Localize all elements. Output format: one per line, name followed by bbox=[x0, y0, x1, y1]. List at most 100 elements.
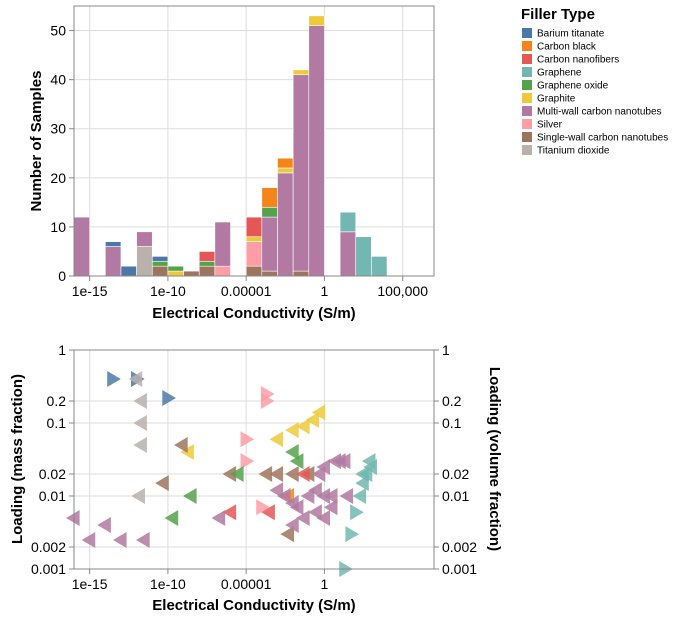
y-tick-label: 0 bbox=[58, 268, 66, 284]
histogram-bar-segment bbox=[167, 270, 184, 277]
legend-swatch bbox=[522, 119, 532, 129]
x-tick-label: 1e-10 bbox=[150, 283, 186, 299]
legend-swatch bbox=[522, 54, 532, 64]
scatter-point-volume-fraction bbox=[276, 488, 291, 504]
scatter-point-volume-fraction bbox=[261, 504, 275, 521]
histogram-bar-segment bbox=[261, 270, 278, 277]
y-tick-label: 50 bbox=[50, 23, 66, 39]
scatter-point-volume-fraction bbox=[308, 504, 322, 521]
histogram-bar-segment bbox=[339, 211, 357, 233]
scatter-point-volume-fraction bbox=[296, 466, 310, 483]
histogram-bar-segment bbox=[371, 256, 388, 277]
legend-item-label: Carbon black bbox=[537, 42, 597, 53]
legend-item-label: Titanium dioxide bbox=[537, 146, 610, 157]
legend-swatch bbox=[522, 80, 532, 90]
histogram-bar-segment bbox=[261, 187, 278, 208]
scatter-point-volume-fraction bbox=[305, 411, 320, 428]
scatter-point-mass-fraction bbox=[240, 453, 255, 470]
histogram-bar-segment bbox=[167, 265, 184, 272]
histogram-y-axis-title: Number of Samples bbox=[28, 71, 45, 212]
scatter-gridlines bbox=[74, 349, 434, 570]
scatter-point-volume-fraction bbox=[289, 453, 304, 470]
scatter-point-volume-fraction bbox=[269, 466, 284, 483]
scatter-point-volume-fraction bbox=[128, 371, 143, 388]
scatter-chart: 1e-15 1e-10 0.00001 1 0.001 0.002 0.01 0.02 0.1… bbox=[9, 342, 503, 614]
scatter-point-mass-fraction bbox=[260, 393, 275, 410]
histogram-chart: 1e-15 1e-10 0.00001 1 100,000 0 10 20 30 40 50 El… bbox=[28, 5, 435, 322]
scatter-point-volume-fraction bbox=[339, 488, 354, 504]
legend-swatch bbox=[522, 41, 532, 51]
y-left-tick-label: 0.01 bbox=[39, 488, 66, 504]
histogram-bar-segment bbox=[105, 241, 122, 247]
scatter-point-volume-fraction bbox=[296, 418, 310, 435]
scatter-point-volume-fraction bbox=[155, 475, 169, 492]
scatter-point-mass-fraction bbox=[350, 504, 364, 521]
legend-swatch bbox=[522, 28, 532, 38]
histogram-bar-segment bbox=[308, 15, 325, 26]
y-right-tick-label: 1 bbox=[442, 342, 450, 358]
scatter-point-volume-fraction bbox=[229, 466, 244, 483]
histogram-bar-segment bbox=[277, 172, 294, 277]
histogram-bar-segment bbox=[355, 236, 372, 277]
scatter-y-right-axis-title: Loading (volume fraction) bbox=[486, 367, 503, 551]
scatter-point-volume-fraction bbox=[131, 488, 145, 504]
y-left-tick-label: 0.02 bbox=[39, 466, 66, 482]
legend-item-label: Barium titanate bbox=[537, 29, 605, 40]
scatter-point-volume-fraction bbox=[361, 453, 376, 470]
y-right-tick-label: 0.2 bbox=[442, 393, 462, 409]
scatter-point-volume-fraction bbox=[136, 531, 150, 548]
y-right-tick-label: 0.01 bbox=[442, 488, 469, 504]
histogram-bar-segment bbox=[292, 74, 310, 272]
histogram-bar-segment bbox=[214, 221, 231, 267]
y-tick-label: 10 bbox=[50, 219, 66, 235]
scatter-plot-frame bbox=[73, 349, 435, 570]
legend-swatch bbox=[522, 132, 532, 142]
scatter-point-volume-fraction bbox=[300, 488, 315, 504]
histogram-y-tick-labels: 0 10 20 30 40 50 bbox=[50, 23, 74, 284]
scatter-point-volume-fraction bbox=[352, 488, 367, 504]
legend-item-label: Carbon nanofibers bbox=[537, 55, 619, 66]
histogram-plot-frame bbox=[73, 5, 435, 277]
histogram-bar-segment bbox=[136, 246, 153, 277]
y-left-tick-label: 0.002 bbox=[31, 539, 66, 555]
scatter-point-volume-fraction bbox=[285, 466, 299, 483]
scatter-point-mass-fraction bbox=[240, 431, 255, 448]
legend-swatch bbox=[522, 106, 532, 116]
y-left-tick-label: 0.1 bbox=[47, 415, 67, 431]
x-tick-label: 1e-15 bbox=[72, 576, 108, 592]
scatter-point-volume-fraction bbox=[66, 509, 80, 526]
histogram-bar-segment bbox=[198, 251, 216, 262]
scatter-point-volume-fraction bbox=[280, 526, 295, 543]
histogram-bar-segment bbox=[277, 167, 294, 174]
legend-item-label: Graphene bbox=[537, 68, 582, 79]
scatter-y-left-tick-labels: 0.001 0.002 0.01 0.02 0.1 0.2 1 bbox=[31, 342, 74, 577]
histogram-bar-segment bbox=[151, 260, 169, 267]
histogram-bar-segment bbox=[105, 246, 122, 277]
x-tick-label: 1e-10 bbox=[150, 576, 186, 592]
y-left-tick-label: 0.001 bbox=[31, 561, 66, 577]
scatter-point-volume-fraction bbox=[323, 488, 338, 504]
x-tick-label: 1 bbox=[321, 283, 329, 299]
scatter-point-volume-fraction bbox=[296, 509, 310, 526]
scatter-point-volume-fraction bbox=[269, 482, 284, 499]
histogram-bars bbox=[73, 15, 388, 277]
histogram-bar-segment bbox=[292, 270, 310, 277]
legend-item-label: Graphite bbox=[537, 94, 576, 105]
histogram-x-tick-labels: 1e-15 1e-10 0.00001 1 100,000 bbox=[72, 276, 428, 299]
scatter-point-volume-fraction bbox=[81, 531, 96, 548]
scatter-point-volume-fraction bbox=[222, 504, 237, 521]
scatter-point-volume-fraction bbox=[323, 499, 338, 516]
histogram-bar-segment bbox=[214, 265, 231, 277]
histogram-bar-segment bbox=[198, 265, 216, 277]
scatter-points bbox=[66, 371, 377, 577]
legend-swatch bbox=[522, 145, 532, 155]
histogram-bar-segment bbox=[151, 256, 169, 262]
x-tick-label: 1e-15 bbox=[72, 283, 108, 299]
scatter-point-mass-fraction bbox=[345, 526, 360, 543]
scatter-point-volume-fraction bbox=[258, 466, 273, 483]
x-tick-label: 0.00001 bbox=[221, 283, 272, 299]
scatter-point-volume-fraction bbox=[285, 422, 299, 439]
histogram-bar-segment bbox=[120, 265, 137, 277]
scatter-point-volume-fraction bbox=[308, 482, 322, 499]
